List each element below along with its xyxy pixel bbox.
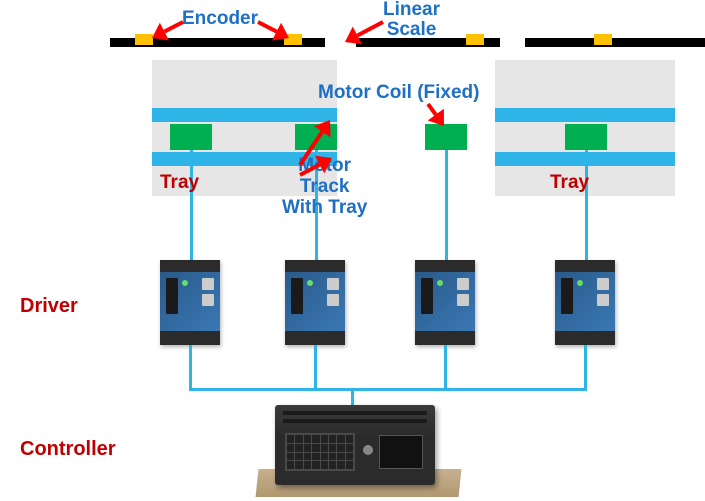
label-tray-right: Tray xyxy=(550,172,589,194)
label-tray-left: Tray xyxy=(160,172,199,194)
driver-2 xyxy=(285,260,345,345)
wire-bus-horizontal xyxy=(189,388,587,391)
arrow-motor-coil xyxy=(414,90,458,140)
motor-coil-4 xyxy=(565,124,607,150)
wire-driver-bus-4 xyxy=(584,345,587,388)
arrow-motor-track-2 xyxy=(286,144,346,189)
wire-driver-bus-1 xyxy=(189,345,192,388)
label-motor-track-l3: With Tray xyxy=(282,197,367,218)
driver-3 xyxy=(415,260,475,345)
arrow-encoder-1 xyxy=(138,8,197,52)
wire-coil-driver-1 xyxy=(190,150,193,260)
driver-4 xyxy=(555,260,615,345)
wire-driver-bus-3 xyxy=(444,345,447,388)
encoder-block-3 xyxy=(466,34,484,45)
linear-scale-seg-3 xyxy=(525,38,705,47)
driver-1 xyxy=(160,260,220,345)
arrow-encoder-2 xyxy=(244,8,303,52)
label-driver: Driver xyxy=(20,295,78,318)
encoder-block-4 xyxy=(594,34,612,45)
label-controller: Controller xyxy=(20,438,116,461)
arrow-linear-scale xyxy=(331,8,397,56)
motor-track-top-right xyxy=(495,108,675,122)
wire-coil-driver-3 xyxy=(445,150,448,260)
wire-driver-bus-2 xyxy=(314,345,317,388)
controller-unit xyxy=(275,405,435,485)
wire-coil-driver-4 xyxy=(585,150,588,260)
wire-bus-controller xyxy=(351,388,354,405)
motor-coil-1 xyxy=(170,124,212,150)
